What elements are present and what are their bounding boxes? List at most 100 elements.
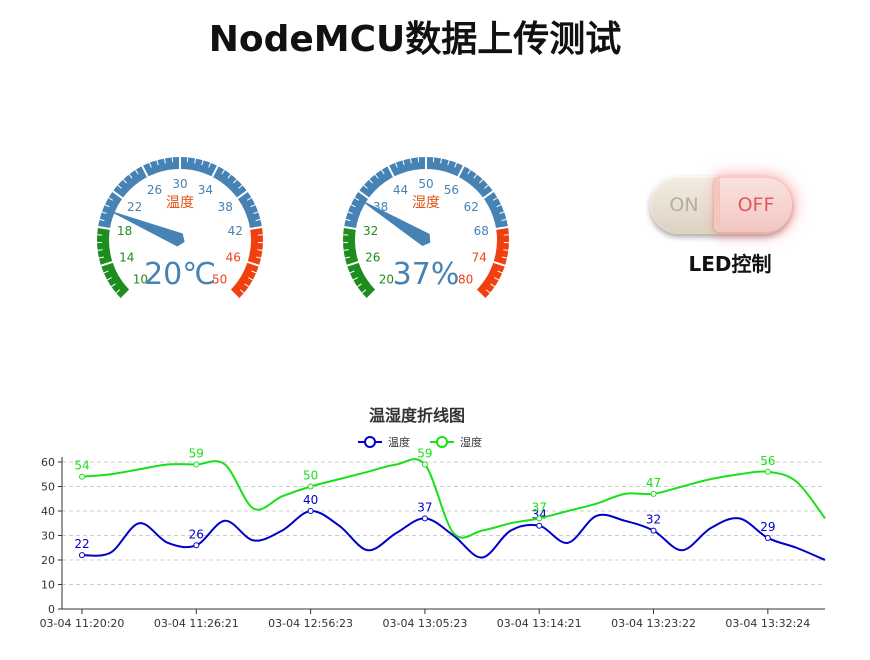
gauge-tick: [494, 277, 499, 281]
gauge-tick-label: 44: [393, 183, 408, 197]
gauge-tick-label: 42: [228, 224, 243, 238]
gauge-tick: [227, 174, 232, 179]
gauge-tick-label: 56: [444, 183, 459, 197]
gauge-tick: [117, 184, 122, 189]
gauge-tick-label: 30: [172, 177, 187, 191]
gauge-tick-label: 22: [127, 200, 142, 214]
gauge-title: 湿度: [412, 195, 440, 211]
data-label: 32: [646, 513, 661, 527]
gauge-tick: [485, 289, 491, 294]
led-control-label: LED控制: [688, 252, 772, 276]
gauge-tick-label: 14: [119, 250, 134, 264]
data-label: 59: [417, 446, 432, 460]
gauge-tick: [502, 256, 508, 259]
gauge-tick: [108, 197, 114, 201]
data-label: 37: [532, 500, 547, 514]
gauge-tick-label: 62: [464, 200, 479, 214]
data-label: 22: [74, 537, 89, 551]
gauge-tick: [97, 249, 103, 251]
led-control: ON OFF LED控制: [650, 176, 810, 277]
gauge-tick: [255, 218, 261, 222]
gauge-tick: [246, 197, 252, 201]
gauge-tick: [111, 283, 116, 288]
gauge-tick-label: 74: [472, 250, 487, 264]
gauge-tick: [474, 288, 486, 300]
gauge-tick: [343, 226, 359, 231]
gauge-tick: [141, 165, 150, 179]
toggle-knob[interactable]: [714, 178, 724, 232]
gauge-tick-label: 34: [198, 183, 213, 197]
gauge-tick: [201, 160, 204, 166]
led-toggle-switch[interactable]: ON OFF: [650, 176, 792, 234]
data-point: [536, 522, 543, 529]
gauge-tick: [128, 174, 133, 179]
led-on-option[interactable]: ON: [669, 194, 699, 216]
gauge-needle: [357, 198, 431, 246]
gauge-tick-label: 26: [365, 250, 380, 264]
gauge-tick: [112, 190, 125, 201]
data-point: [764, 468, 771, 475]
gauge-tick-label: 38: [218, 200, 233, 214]
x-tick-label: 03-04 12:56:23: [268, 617, 353, 630]
gauge-tick: [381, 169, 385, 175]
gauge-tick: [479, 179, 484, 184]
data-point: [650, 527, 657, 534]
gauge-tick: [250, 204, 256, 208]
gauge-tick: [344, 256, 350, 259]
gauge-tick: [473, 174, 478, 179]
data-label: 59: [189, 446, 204, 460]
gauge-tick: [349, 270, 355, 274]
gauge-tick: [253, 211, 259, 215]
gauge-tick: [409, 158, 412, 164]
data-label: 47: [646, 476, 661, 490]
y-tick-label: 60: [41, 456, 55, 469]
gauge-tick-label: 80: [458, 273, 473, 287]
data-point: [421, 515, 428, 522]
legend-marker: [364, 436, 376, 448]
gauge-tick-label: 18: [117, 224, 132, 238]
gauge-tick: [135, 169, 139, 175]
gauge-tick-label: 20: [379, 273, 394, 287]
gauge-tick: [107, 277, 112, 281]
legend-label: 湿度: [460, 435, 482, 449]
gauge-tick: [368, 179, 373, 184]
led-off-option[interactable]: OFF: [720, 178, 792, 232]
gauge-tick: [354, 197, 360, 201]
page-title: NodeMCU数据上传测试: [208, 19, 622, 60]
gauge-tick: [148, 162, 152, 168]
gauge-tick: [228, 288, 240, 300]
gauge-tick: [345, 218, 351, 222]
gauge-tick: [394, 162, 398, 168]
gauge-tick: [115, 289, 121, 294]
data-label: 56: [760, 454, 775, 468]
gauge-needle: [106, 209, 185, 247]
gauge-tick: [346, 260, 361, 267]
gauge-tick: [497, 270, 503, 274]
gauge-tick: [257, 249, 263, 251]
gauge-tick: [350, 204, 356, 208]
gauge-tick: [361, 289, 367, 294]
gauge-tick: [493, 226, 509, 231]
gauge-tick: [358, 190, 371, 201]
gauge-tick: [248, 277, 253, 281]
data-label: 40: [303, 493, 318, 507]
gauge-tick: [503, 249, 509, 251]
gauge-tick: [251, 270, 257, 274]
temperature-gauge: 10 14 18 22 26 30 34 38 42 46 50 温度 20℃: [97, 157, 263, 300]
gauge-tick: [247, 226, 263, 231]
gauge-tick: [456, 165, 465, 179]
series-line: [81, 458, 826, 539]
gauge-tick: [194, 158, 197, 164]
gauge-tick: [490, 283, 495, 288]
gauge-tick: [353, 277, 358, 281]
x-tick-label: 03-04 13:32:24: [725, 617, 810, 630]
data-point: [193, 461, 200, 468]
gauge-tick: [163, 158, 166, 164]
x-tick-label: 03-04 13:23:22: [611, 617, 696, 630]
gauge-tick: [156, 160, 159, 166]
gauge-tick: [122, 179, 127, 184]
data-point: [79, 552, 85, 559]
y-tick-label: 0: [48, 603, 55, 616]
data-point: [764, 534, 771, 541]
